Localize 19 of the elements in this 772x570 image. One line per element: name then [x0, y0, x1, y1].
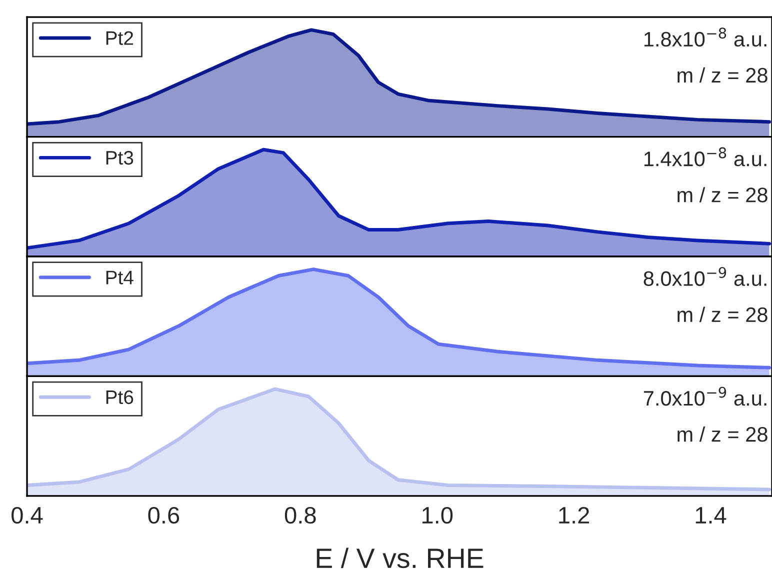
x-tick-label: 1.0 [422, 506, 453, 524]
annotation: m / z = 28 [678, 187, 768, 202]
annotation: m / z = 28 [678, 306, 768, 322]
legend-label: Pt4 [106, 270, 134, 284]
legend-label: Pt3 [106, 150, 134, 165]
legend-label: Pt2 [106, 31, 134, 45]
annotation: 1.8x10$^{−8}$ a.u. [644, 28, 766, 47]
annotation: m / z = 28 [678, 67, 768, 83]
x-tick-label: 0.8 [284, 506, 316, 524]
x-tick-label: 1.2 [559, 506, 590, 524]
annotation: 8.0x10$^{−9}$ a.u. [644, 267, 766, 286]
legend-label: Pt6 [106, 390, 134, 404]
annotation: 7.0x10$^{−9}$ a.u. [644, 386, 766, 406]
x-axis-title: E / V vs. RHE [316, 548, 484, 568]
annotation: 1.4x10$^{−8}$ a.u. [644, 147, 766, 166]
x-tick-label: 1.4 [696, 507, 726, 524]
x-tick-label: 0.6 [148, 506, 180, 524]
annotation: m / z = 28 [678, 426, 768, 442]
x-tick-label: 0.4 [12, 506, 43, 524]
